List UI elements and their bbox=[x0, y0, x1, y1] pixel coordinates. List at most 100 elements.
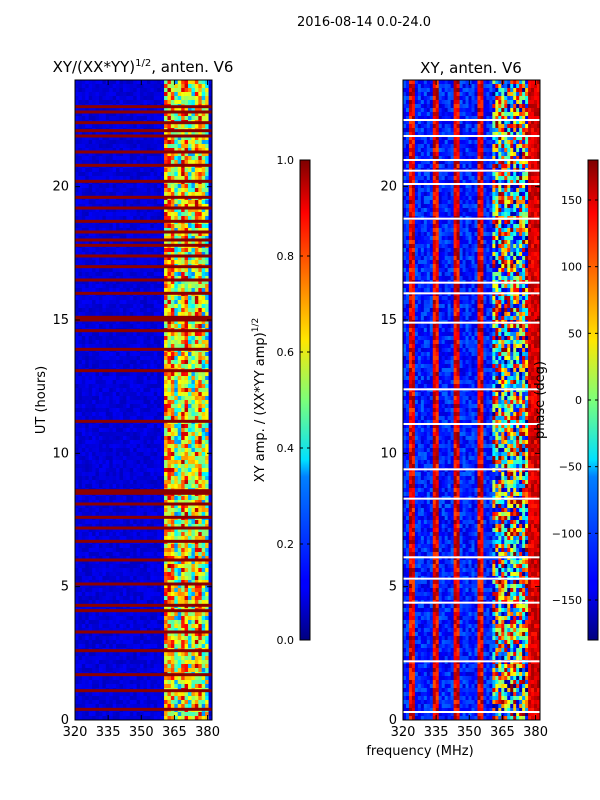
left-heatmap-cell bbox=[184, 260, 189, 265]
left-heatmap-cell bbox=[88, 436, 93, 441]
left-heatmap-cell bbox=[174, 248, 179, 253]
left-heatmap-cell bbox=[146, 256, 151, 261]
left-heatmap-cell bbox=[88, 536, 93, 541]
left-heatmap-cell bbox=[160, 400, 165, 405]
left-heatmap-cell bbox=[126, 200, 131, 205]
left-heatmap-cell bbox=[188, 564, 192, 569]
left-heatmap-cell bbox=[198, 252, 203, 257]
left-heatmap-cell bbox=[98, 100, 103, 105]
left-heatmap-cell bbox=[126, 312, 131, 317]
left-heatmap-cell bbox=[85, 140, 89, 145]
left-heatmap-cell bbox=[119, 576, 124, 581]
left-heatmap-cell bbox=[105, 360, 110, 365]
left-heatmap-cell bbox=[81, 232, 86, 237]
left-heatmap-cell bbox=[198, 212, 203, 217]
left-heatmap-cell bbox=[116, 388, 120, 393]
left-heatmap-cell bbox=[109, 96, 113, 101]
left-heatmap-cell bbox=[116, 356, 120, 361]
left-heatmap-cell bbox=[98, 144, 103, 149]
left-heatmap-cell bbox=[198, 432, 203, 437]
left-heatmap-cell bbox=[122, 508, 127, 513]
left-heatmap-cell bbox=[160, 308, 165, 313]
left-heatmap-cell bbox=[119, 428, 124, 433]
left-heatmap-cell bbox=[105, 308, 110, 313]
left-heatmap-cell bbox=[181, 268, 185, 273]
left-heatmap-cell bbox=[122, 564, 127, 569]
left-heatmap-cell bbox=[201, 508, 206, 513]
left-heatmap-cell bbox=[170, 300, 175, 305]
left-heatmap-cell bbox=[191, 572, 196, 577]
left-heatmap-cell bbox=[109, 432, 113, 437]
left-heatmap-cell bbox=[174, 388, 179, 393]
left-heatmap-cell bbox=[181, 108, 185, 113]
left-heatmap-cell bbox=[92, 168, 96, 173]
left-heatmap-cell bbox=[150, 260, 155, 265]
left-heatmap-cell bbox=[136, 476, 141, 481]
left-heatmap-cell bbox=[146, 236, 151, 241]
left-heatmap-cell bbox=[95, 132, 100, 137]
left-heatmap-cell bbox=[188, 396, 192, 401]
left-heatmap-cell bbox=[140, 300, 144, 305]
left-heatmap-cell bbox=[160, 388, 165, 393]
left-heatmap-cell bbox=[105, 192, 110, 197]
left-heatmap-cell bbox=[75, 232, 79, 237]
left-heatmap-cell bbox=[208, 300, 212, 305]
left-heatmap-cell bbox=[129, 208, 134, 213]
left-heatmap-cell bbox=[174, 568, 179, 573]
left-heatmap-cell bbox=[184, 376, 189, 381]
left-heatmap-cell bbox=[129, 268, 134, 273]
left-heatmap-cell bbox=[167, 324, 172, 329]
left-heatmap-cell bbox=[92, 308, 96, 313]
left-heatmap-cell bbox=[146, 380, 151, 385]
left-heatmap-cell bbox=[129, 296, 134, 301]
left-heatmap-cell bbox=[98, 208, 103, 213]
left-heatmap-cell bbox=[146, 536, 151, 541]
left-heatmap-cell bbox=[98, 356, 103, 361]
left-heatmap-cell bbox=[88, 376, 93, 381]
left-heatmap-cell bbox=[136, 576, 141, 581]
left-heatmap-cell bbox=[143, 272, 148, 277]
left-heatmap-cell bbox=[78, 132, 83, 137]
left-heatmap-cell bbox=[208, 372, 212, 377]
left-heatmap-cell bbox=[133, 448, 137, 453]
left-heatmap-cell bbox=[146, 412, 151, 417]
left-heatmap-cell bbox=[191, 528, 196, 533]
left-heatmap-cell bbox=[85, 276, 89, 281]
left-heatmap-cell bbox=[81, 468, 86, 473]
left-heatmap-cell bbox=[109, 272, 113, 277]
left-heatmap-cell bbox=[143, 388, 148, 393]
left-heatmap-cell bbox=[92, 436, 96, 441]
left-heatmap-cell bbox=[78, 452, 83, 457]
left-heatmap-cell bbox=[105, 460, 110, 465]
left-heatmap-cell bbox=[88, 256, 93, 261]
left-heatmap-cell bbox=[112, 568, 117, 573]
left-heatmap-cell bbox=[167, 252, 172, 257]
left-heatmap-cell bbox=[146, 452, 151, 457]
left-heatmap-cell bbox=[181, 496, 185, 501]
left-heatmap-cell bbox=[126, 216, 131, 221]
left-heatmap-cell bbox=[75, 148, 79, 153]
left-heatmap-cell bbox=[146, 140, 151, 145]
left-heatmap-cell bbox=[194, 508, 199, 513]
left-heatmap-cell bbox=[133, 284, 137, 289]
left-heatmap-cell bbox=[177, 148, 182, 153]
left-heatmap-cell bbox=[150, 332, 155, 337]
left-heatmap-cell bbox=[102, 364, 107, 369]
left-heatmap-cell bbox=[174, 476, 179, 481]
left-heatmap-cell bbox=[174, 212, 179, 217]
left-heatmap-cell bbox=[160, 324, 165, 329]
left-heatmap-cell bbox=[174, 552, 179, 557]
left-heatmap-cell bbox=[88, 228, 93, 233]
left-heatmap-cell bbox=[133, 512, 137, 517]
left-heatmap-cell bbox=[177, 336, 182, 341]
left-heatmap-cell bbox=[201, 340, 206, 345]
left-heatmap-cell bbox=[98, 568, 103, 573]
left-heatmap-cell bbox=[119, 236, 124, 241]
left-heatmap-cell bbox=[201, 184, 206, 189]
left-heatmap-cell bbox=[122, 268, 127, 273]
left-heatmap-cell bbox=[146, 296, 151, 301]
left-heatmap-cell bbox=[191, 296, 196, 301]
left-heatmap-cell bbox=[78, 396, 83, 401]
left-heatmap-cell bbox=[160, 568, 165, 573]
left-heatmap-cell bbox=[112, 172, 117, 177]
